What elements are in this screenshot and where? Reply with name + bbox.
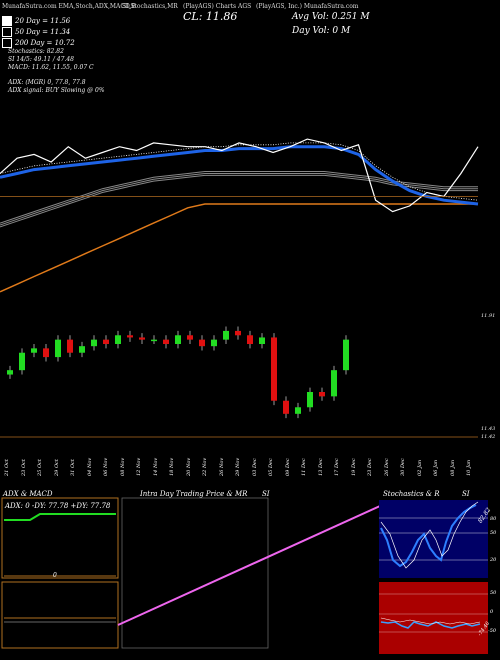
candle-body — [103, 339, 109, 344]
candle-body — [91, 339, 97, 347]
candle-body — [175, 335, 181, 344]
candle-body — [151, 339, 157, 342]
candle-body — [127, 335, 133, 338]
stoch-tick-80: 80 — [490, 516, 497, 522]
legend-label-50: 50 Day = 11.34 — [15, 28, 71, 36]
candle-body — [235, 330, 241, 336]
adx-info-line1: ADX: (MGR) 0, 77.8, 77.8 — [8, 79, 86, 86]
legend-label-20: 20 Day = 11.56 — [15, 17, 71, 25]
stoch-si-title: SI — [462, 490, 470, 498]
avg-volume-label: Avg Vol: 0.251 M — [292, 12, 370, 22]
candle-axis-label-1: 11.43 — [481, 426, 496, 432]
adx-panel-values: ADX: 0 -DY: 77.78 +DY: 77.78 — [5, 502, 111, 510]
header-symbol: (PlayAGS) Charts AGS — [183, 3, 252, 10]
header-mid: SI,Stochastics,MR — [122, 3, 178, 10]
mr-panel-bg — [379, 582, 488, 654]
candle-body — [223, 330, 229, 340]
candle-body — [139, 337, 145, 340]
legend-swatch-50 — [2, 27, 12, 37]
candle-body — [187, 335, 193, 340]
legend-20-day: 20 Day = 11.56 — [2, 16, 70, 26]
header-right: (PlayAGS, Inc.) MunafaSutra.com — [256, 3, 359, 10]
candle-body — [199, 339, 205, 347]
stochastics-k-line — [380, 504, 477, 568]
stoch-tick-50: 50 — [490, 530, 497, 536]
candle-body — [31, 348, 37, 353]
candle-body — [19, 352, 25, 371]
candle-body — [259, 337, 265, 344]
candle-body — [7, 370, 13, 375]
candle-body — [43, 348, 49, 358]
candle-body — [295, 407, 301, 414]
legend-swatch-200 — [2, 38, 12, 48]
adx-panel-title: ADX & MACD — [3, 490, 53, 498]
candle-body — [331, 370, 337, 397]
ema20-dotted-line — [0, 142, 479, 201]
adx-info-line2: ADX signal: BUY Slowing @ 0% — [8, 87, 105, 94]
adx-marker-label: 0 — [53, 572, 57, 579]
mr-tick-50: 50 — [490, 590, 497, 596]
candle-body — [55, 339, 61, 358]
si-panel-title: SI — [262, 490, 270, 498]
stoch-tick-20: 20 — [490, 557, 497, 563]
legend-label-200: 200 Day = 10.72 — [15, 39, 75, 47]
intra-day-panel-frame — [121, 497, 269, 649]
ema200-line — [0, 203, 478, 293]
adx-panel-frame — [1, 497, 119, 579]
legend-200-day: 200 Day = 10.72 — [2, 38, 75, 48]
candle-body — [79, 346, 85, 353]
candle-body — [283, 400, 289, 414]
mr-tick-neg50: -50 — [488, 628, 497, 634]
macd-panel-frame — [1, 581, 119, 649]
candle-body — [307, 392, 313, 408]
candle-body — [319, 392, 325, 397]
stoch-panel-title: Stochastics & R — [383, 490, 440, 498]
price-chart — [0, 138, 479, 438]
adx-dy-line — [4, 513, 116, 521]
candle-axis-label-2: 11.42 — [481, 434, 496, 440]
candle-body — [163, 339, 169, 344]
macd-info: MACD: 11.62, 11.55, 0.07 C — [8, 64, 94, 71]
mr-line — [380, 621, 481, 629]
day-volume-label: Day Vol: 0 M — [292, 26, 351, 36]
candle-body — [271, 337, 277, 401]
legend-50-day: 50 Day = 11.34 — [2, 27, 70, 37]
candle-body — [67, 339, 73, 353]
candle-body — [247, 335, 253, 344]
header-left: MunafaSutra.com EMA,Stoch,ADX,MACD,B — [2, 3, 136, 10]
si-info: SI 14/5: 49.11 / 47.48 — [8, 56, 74, 63]
stochastics-panel-bg — [379, 500, 488, 578]
ema20-line — [0, 145, 479, 206]
candle-body — [211, 339, 217, 347]
legend-swatch-20 — [2, 16, 12, 26]
stochastics-info: Stochastics: 82.82 — [8, 48, 64, 55]
stochastics-d-line — [380, 501, 479, 569]
candle-body — [115, 335, 121, 344]
candle-body — [343, 339, 349, 371]
mr-signal-line — [380, 617, 481, 625]
price-axis-label: 11.91 — [481, 313, 496, 319]
price-line — [0, 138, 479, 213]
si-diagonal-line — [117, 505, 381, 626]
mr-tick-0: 0 — [490, 609, 494, 615]
close-price-label: CL: 11.86 — [183, 10, 238, 23]
intra-day-title: Intra Day Trading Price & MR — [140, 490, 248, 498]
